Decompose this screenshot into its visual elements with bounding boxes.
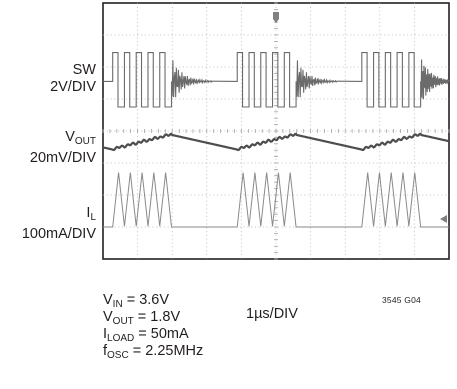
il-label: IL 100mA/DIV (22, 205, 96, 243)
il-trace (103, 172, 449, 228)
sw-trace (103, 52, 450, 108)
cond-vout: VOUT = 1.8V (103, 309, 180, 330)
cond-vout-name: V (103, 309, 113, 325)
time-scale-label: 1µs/DIV (246, 306, 298, 322)
il-scale: 100mA/DIV (21, 226, 96, 242)
iload-name: I (103, 326, 108, 342)
vin-value: = 3.6V (122, 292, 170, 308)
markers (273, 12, 447, 223)
vin-name: V (103, 292, 113, 308)
figure-id: 3545 G04 (382, 295, 421, 305)
fosc-value: = 2.25MHz (128, 343, 204, 359)
cond-vout-sub: OUT (112, 316, 134, 327)
vout-scale: 20mV/DIV (29, 150, 96, 166)
level-arrow-icon (440, 215, 447, 223)
vin-sub: IN (112, 299, 123, 310)
sw-scale: 2V/DIV (50, 79, 96, 95)
sw-name: SW (72, 62, 96, 78)
waveform-traces (102, 52, 450, 228)
il-name-line: IL (22, 205, 96, 226)
cond-vout-value: = 1.8V (133, 309, 181, 325)
grid (102, 2, 450, 260)
iload-sub: LOAD (107, 333, 135, 344)
vout-label: VOUT 20mV/DIV (30, 129, 96, 167)
vout-name-line: VOUT (30, 129, 96, 150)
vout-sub: OUT (74, 136, 96, 147)
sw-label: SW 2V/DIV (50, 62, 96, 96)
cond-fosc: fOSC = 2.25MHz (103, 343, 203, 364)
cond-iload: ILOAD = 50mA (103, 326, 189, 347)
vout-name: V (65, 129, 75, 145)
trigger-marker-icon (273, 12, 279, 23)
il-name: I (86, 205, 91, 221)
iload-value: = 50mA (134, 326, 189, 342)
cond-vin: VIN = 3.6V (103, 292, 169, 313)
il-sub: L (90, 212, 96, 223)
fosc-sub: OSC (107, 350, 129, 361)
vout-trace (102, 132, 450, 152)
fosc-name: f (103, 343, 108, 359)
